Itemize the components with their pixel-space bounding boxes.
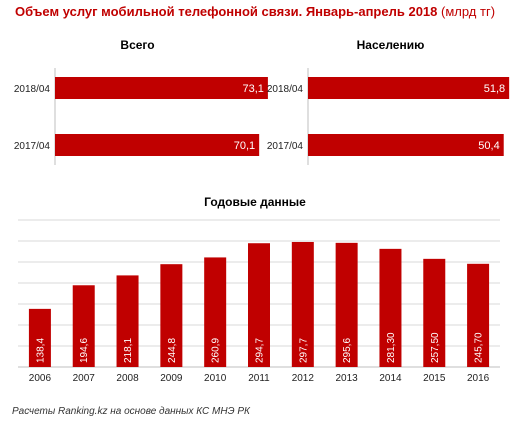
annual-bar-2013 bbox=[335, 242, 358, 367]
annual-bar-2016 bbox=[467, 263, 490, 367]
annual-value-label-2007: 194,6 bbox=[79, 338, 90, 363]
annual-value-label-2016: 245,70 bbox=[474, 332, 485, 363]
annual-bar-2010 bbox=[204, 257, 227, 367]
annual-year-label-2010: 2010 bbox=[204, 373, 227, 384]
total-value-label-1: 70,1 bbox=[234, 140, 255, 152]
annual-value-label-2009: 244,8 bbox=[167, 338, 178, 363]
total-category-label-1: 2017/04 bbox=[14, 141, 51, 152]
annual-year-label-2006: 2006 bbox=[29, 373, 52, 384]
footer-source: Расчеты Ranking.kz на основе данных КС М… bbox=[12, 406, 250, 417]
annual-value-label-2011: 294,7 bbox=[255, 338, 266, 363]
total-value-label-0: 73,1 bbox=[242, 83, 263, 95]
population-value-label-1: 50,4 bbox=[478, 140, 499, 152]
annual-year-label-2015: 2015 bbox=[423, 373, 446, 384]
annual-bar-2009 bbox=[160, 264, 183, 367]
annual-bar-2011 bbox=[248, 243, 270, 367]
population-chart-title: Населению bbox=[356, 38, 425, 52]
annual-year-label-2011: 2011 bbox=[248, 373, 270, 384]
population-value-label-0: 51,8 bbox=[484, 83, 505, 95]
total-bar-1 bbox=[55, 134, 260, 156]
annual-year-label-2008: 2008 bbox=[116, 373, 139, 384]
annual-value-label-2008: 218,1 bbox=[123, 338, 134, 363]
annual-year-label-2016: 2016 bbox=[467, 373, 490, 384]
annual-year-label-2009: 2009 bbox=[160, 373, 183, 384]
population-category-label-0: 2018/04 bbox=[267, 84, 304, 95]
chart-title: Объем услуг мобильной телефонной связи. … bbox=[0, 4, 510, 19]
population-bar-1 bbox=[308, 134, 504, 156]
total-category-label-0: 2018/04 bbox=[14, 84, 51, 95]
annual-value-label-2015: 257,50 bbox=[430, 332, 441, 363]
annual-value-label-2014: 281,30 bbox=[386, 332, 397, 363]
annual-value-label-2006: 138,4 bbox=[35, 338, 46, 363]
population-bar-0 bbox=[308, 77, 510, 99]
annual-year-label-2014: 2014 bbox=[379, 373, 402, 384]
total-chart-title: Всего bbox=[120, 38, 155, 52]
annual-bar-2014 bbox=[379, 248, 402, 367]
annual-year-label-2013: 2013 bbox=[336, 373, 359, 384]
annual-bar-2008 bbox=[116, 275, 139, 367]
annual-value-label-2013: 295,6 bbox=[342, 338, 353, 363]
population-category-label-1: 2017/04 bbox=[267, 141, 304, 152]
total-bar-0 bbox=[55, 77, 268, 99]
chart-title-unit: (млрд тг) bbox=[441, 4, 496, 19]
annual-value-label-2010: 260,9 bbox=[211, 338, 222, 363]
annual-year-label-2012: 2012 bbox=[292, 373, 315, 384]
annual-chart-title: Годовые данные bbox=[204, 195, 306, 209]
chart-title-text: Объем услуг мобильной телефонной связи. … bbox=[14, 4, 438, 19]
annual-bar-2015 bbox=[423, 258, 446, 367]
annual-bar-2012 bbox=[291, 241, 314, 367]
annual-bar-2007 bbox=[72, 285, 95, 367]
annual-value-label-2012: 297,7 bbox=[298, 338, 309, 363]
annual-bar-2006 bbox=[28, 308, 51, 367]
annual-year-label-2007: 2007 bbox=[73, 373, 96, 384]
